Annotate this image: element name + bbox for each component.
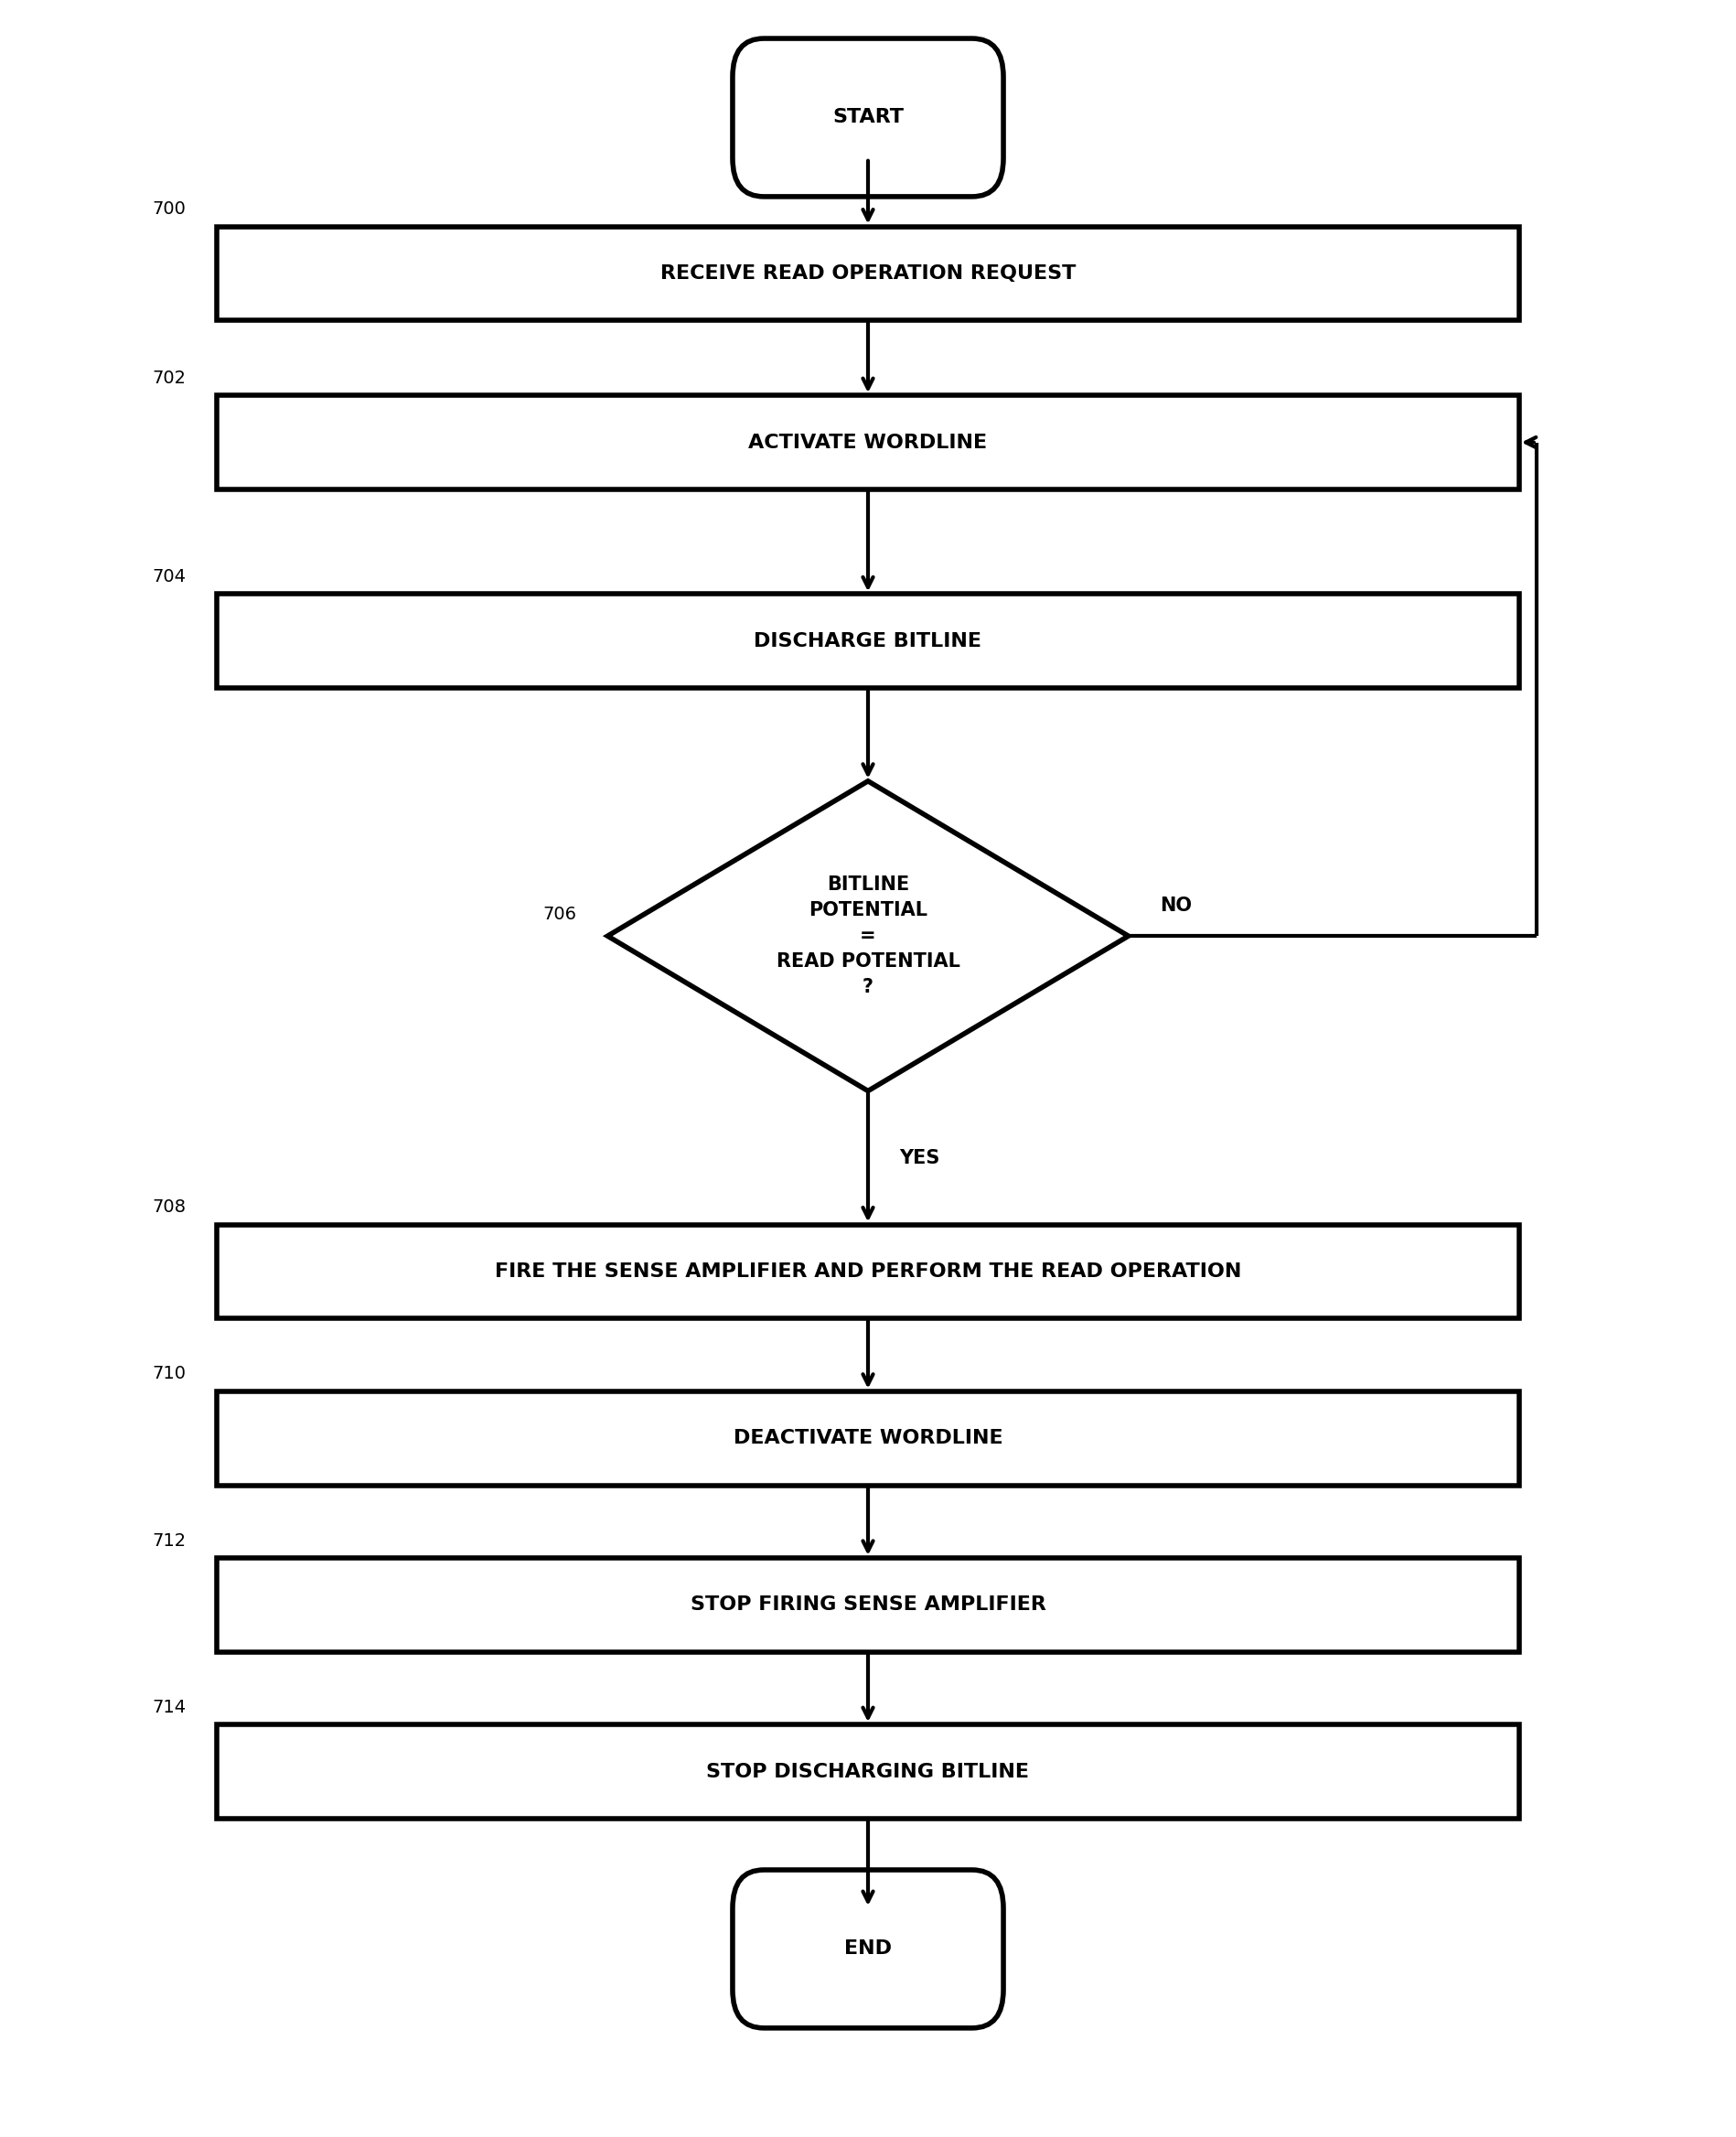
Text: 704: 704: [153, 568, 186, 586]
Text: 706: 706: [543, 906, 576, 923]
FancyBboxPatch shape: [733, 38, 1003, 197]
Bar: [217, 395, 1519, 489]
Bar: [217, 594, 1519, 688]
Text: 700: 700: [153, 201, 186, 218]
FancyBboxPatch shape: [733, 1870, 1003, 2028]
Text: 702: 702: [153, 370, 186, 387]
Bar: [217, 1558, 1519, 1652]
Text: RECEIVE READ OPERATION REQUEST: RECEIVE READ OPERATION REQUEST: [660, 265, 1076, 282]
Text: BITLINE
POTENTIAL
=
READ POTENTIAL
?: BITLINE POTENTIAL = READ POTENTIAL ?: [776, 876, 960, 996]
Text: NO: NO: [1160, 895, 1191, 915]
Bar: [217, 1391, 1519, 1485]
Text: 708: 708: [153, 1199, 186, 1216]
Text: 712: 712: [151, 1532, 186, 1549]
Text: FIRE THE SENSE AMPLIFIER AND PERFORM THE READ OPERATION: FIRE THE SENSE AMPLIFIER AND PERFORM THE…: [495, 1263, 1241, 1280]
Text: 714: 714: [151, 1699, 186, 1716]
Text: END: END: [844, 1940, 892, 1957]
Bar: [217, 1225, 1519, 1319]
Text: 710: 710: [153, 1366, 186, 1383]
Text: DISCHARGE BITLINE: DISCHARGE BITLINE: [753, 633, 983, 650]
Text: DEACTIVATE WORDLINE: DEACTIVATE WORDLINE: [733, 1430, 1003, 1447]
Bar: [217, 227, 1519, 321]
Text: STOP DISCHARGING BITLINE: STOP DISCHARGING BITLINE: [707, 1763, 1029, 1780]
Text: ACTIVATE WORDLINE: ACTIVATE WORDLINE: [748, 434, 988, 451]
Text: START: START: [832, 109, 904, 126]
Polygon shape: [608, 780, 1128, 1090]
Bar: [217, 1725, 1519, 1819]
Text: STOP FIRING SENSE AMPLIFIER: STOP FIRING SENSE AMPLIFIER: [691, 1596, 1045, 1613]
Text: YES: YES: [899, 1148, 939, 1167]
